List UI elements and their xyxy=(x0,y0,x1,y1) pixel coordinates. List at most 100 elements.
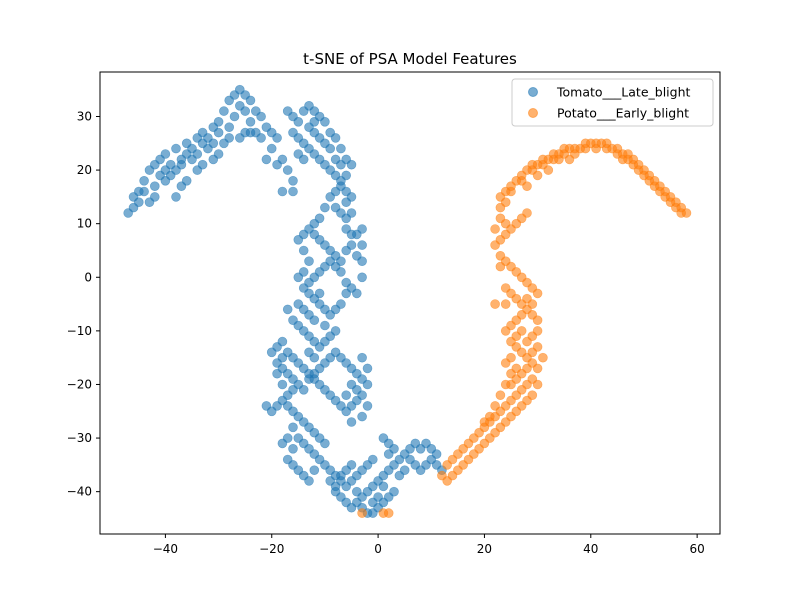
data-point xyxy=(256,111,266,122)
data-point xyxy=(532,342,543,352)
data-point xyxy=(293,272,304,283)
data-point xyxy=(362,363,373,374)
data-point xyxy=(490,224,500,234)
data-point xyxy=(277,438,288,449)
x-tick-label: −40 xyxy=(153,542,178,556)
data-point xyxy=(277,379,288,390)
data-point xyxy=(171,143,181,154)
data-point xyxy=(277,186,288,197)
x-tick-label: −20 xyxy=(259,542,284,556)
data-point xyxy=(660,192,671,202)
y-tick-label: −40 xyxy=(67,485,92,499)
data-point xyxy=(628,159,639,170)
x-tick-label: 0 xyxy=(374,542,382,556)
data-point xyxy=(346,208,357,218)
data-point xyxy=(357,272,367,283)
data-point xyxy=(229,111,240,122)
data-point xyxy=(383,438,394,449)
data-point xyxy=(564,154,575,165)
data-point xyxy=(437,470,447,481)
data-point xyxy=(357,352,367,363)
data-point xyxy=(181,176,192,186)
data-point xyxy=(304,476,314,486)
data-point xyxy=(330,133,341,143)
data-point xyxy=(336,159,346,170)
data-point xyxy=(272,133,282,143)
data-point xyxy=(293,299,304,309)
legend: Tomato___Late_blight Potato___Early_bligh… xyxy=(511,78,714,127)
data-point xyxy=(532,170,543,181)
data-point xyxy=(139,176,149,186)
data-point xyxy=(383,508,394,518)
data-point xyxy=(474,427,484,438)
data-point xyxy=(495,390,506,401)
data-point xyxy=(639,170,649,181)
data-point xyxy=(522,293,532,304)
data-point xyxy=(245,95,256,106)
data-point xyxy=(511,363,522,374)
data-point xyxy=(282,165,293,175)
data-point xyxy=(532,315,543,326)
legend-marker xyxy=(528,87,538,97)
y-tick-label: 30 xyxy=(77,109,92,123)
y-tick-label: 20 xyxy=(77,163,92,177)
data-point xyxy=(495,261,506,272)
data-point xyxy=(314,288,325,299)
data-point xyxy=(500,299,511,309)
plot-frame xyxy=(99,71,721,535)
data-point xyxy=(320,202,330,213)
data-point xyxy=(208,138,219,149)
data-point xyxy=(293,235,304,245)
y-axis: −40 −30 −20 −10 0 10 20 30 xyxy=(67,109,100,499)
y-tick-label: 0 xyxy=(84,270,92,284)
data-point xyxy=(336,143,346,154)
y-tick-label: −30 xyxy=(67,431,92,445)
points-layer xyxy=(123,84,692,518)
data-point xyxy=(367,454,378,465)
data-point xyxy=(245,117,256,127)
data-point xyxy=(213,117,224,127)
data-point xyxy=(580,143,591,154)
y-tick-label: −10 xyxy=(67,324,92,338)
y-tick-label: −20 xyxy=(67,377,92,391)
data-point xyxy=(346,240,357,250)
data-point xyxy=(346,159,357,170)
data-point xyxy=(543,165,554,175)
data-point xyxy=(261,154,272,165)
data-point xyxy=(288,443,298,454)
data-point xyxy=(304,347,314,358)
data-point xyxy=(330,481,341,492)
data-point xyxy=(532,363,543,374)
data-point xyxy=(389,486,399,497)
data-point xyxy=(410,438,421,449)
y-tick-label: 10 xyxy=(77,217,92,231)
x-tick-label: 20 xyxy=(477,542,492,556)
data-point xyxy=(484,411,495,422)
data-point xyxy=(617,154,628,165)
data-point xyxy=(266,347,277,358)
data-point xyxy=(500,218,511,229)
data-point xyxy=(351,486,362,497)
data-point xyxy=(288,422,298,433)
data-point xyxy=(522,336,532,347)
data-point xyxy=(134,197,144,207)
data-point xyxy=(309,465,320,476)
data-point xyxy=(330,326,341,336)
data-point xyxy=(298,154,309,165)
data-point xyxy=(341,197,352,207)
legend-label: Tomato___Late_blight xyxy=(556,85,690,100)
data-point xyxy=(277,352,288,363)
x-tick-label: 60 xyxy=(689,542,704,556)
data-point xyxy=(282,304,293,315)
data-point xyxy=(357,240,367,250)
data-point xyxy=(288,384,298,395)
data-point xyxy=(325,143,336,154)
data-point xyxy=(490,299,500,309)
data-point xyxy=(362,379,373,390)
data-point xyxy=(511,331,522,342)
data-point xyxy=(554,154,564,165)
data-point xyxy=(357,256,367,267)
data-point xyxy=(176,159,187,170)
data-point xyxy=(671,202,681,213)
